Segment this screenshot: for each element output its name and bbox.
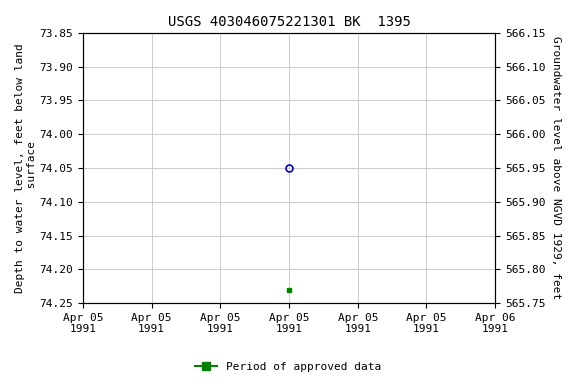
Y-axis label: Depth to water level, feet below land
 surface: Depth to water level, feet below land su… (15, 43, 37, 293)
Y-axis label: Groundwater level above NGVD 1929, feet: Groundwater level above NGVD 1929, feet (551, 36, 561, 300)
Title: USGS 403046075221301 BK  1395: USGS 403046075221301 BK 1395 (168, 15, 411, 29)
Legend: Period of approved data: Period of approved data (191, 358, 385, 377)
